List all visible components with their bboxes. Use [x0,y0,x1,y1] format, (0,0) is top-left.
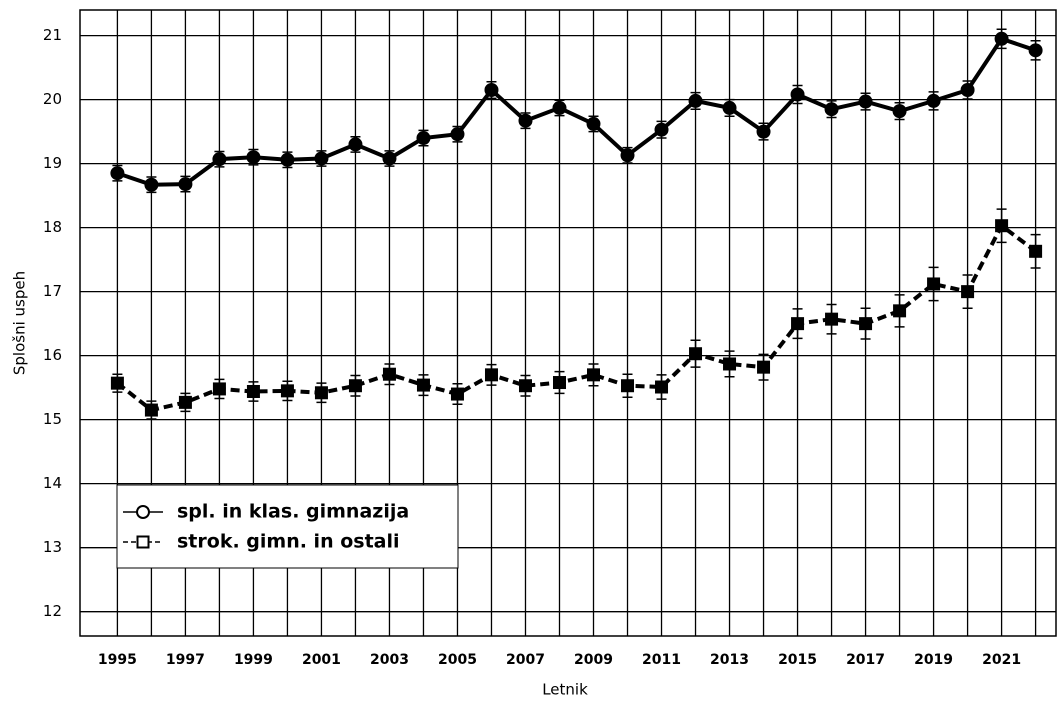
data-point [484,83,499,98]
y-tick-label: 15 [43,410,62,428]
data-point [280,152,295,167]
x-tick-label: 2009 [574,652,613,668]
y-tick-label: 19 [43,154,62,172]
data-point [825,312,839,326]
x-tick-label: 1995 [98,652,137,668]
data-point [416,378,430,392]
data-point [926,93,941,108]
data-point [314,151,329,166]
data-point [757,360,771,374]
data-point [790,87,805,102]
y-axis-title: Splošni uspeh [11,271,29,375]
series-line [116,36,1037,187]
data-point [178,177,193,192]
x-tick-label: 2017 [846,652,885,668]
y-tick-label: 12 [43,602,62,620]
legend-box [116,484,459,569]
data-point [246,150,261,165]
data-point [314,386,328,400]
data-point [110,376,124,390]
y-tick-label: 17 [43,282,62,300]
data-point [552,376,566,390]
data-point [144,403,158,417]
x-tick-label: 2001 [302,652,341,668]
data-point [450,127,465,142]
data-point [1028,43,1043,58]
data-point [655,380,669,394]
y-tick-label: 14 [43,474,62,492]
series-line [116,222,1037,413]
data-point [246,384,260,398]
data-point [688,93,703,108]
x-axis-title: Letnik [542,681,588,699]
data-point [552,100,567,115]
data-point [689,347,703,361]
y-tick-label: 18 [43,218,62,236]
x-tick-label: 1997 [166,652,205,668]
data-point [1029,244,1043,258]
data-point [994,31,1009,46]
data-point [587,368,601,382]
data-point [927,277,941,291]
x-tick-label: 2021 [982,652,1021,668]
legend-marker [136,535,150,549]
data-point [144,177,159,192]
data-point [961,285,975,299]
data-point [280,384,294,398]
data-point [484,368,498,382]
data-point [178,395,192,409]
data-point [995,219,1009,233]
y-tick-label: 20 [43,90,62,108]
y-tick-label: 16 [43,346,62,364]
x-tick-label: 2019 [914,652,953,668]
x-tick-label: 1999 [234,652,273,668]
data-point [723,357,737,371]
legend-marker [136,505,150,519]
data-point [348,137,363,152]
legend: spl. in klas. gimnazija strok. gimn. in o… [116,484,459,569]
data-point [416,131,431,146]
plot-frame [79,9,1057,637]
legend-label: spl. in klas. gimnazija [177,501,409,523]
data-point [450,387,464,401]
data-point [620,148,635,163]
data-point [859,317,873,331]
legend-label: strok. gimn. in ostali [177,531,400,553]
data-point [348,379,362,393]
series [110,28,1043,194]
data-point [960,83,975,98]
x-tick-label: 2003 [370,652,409,668]
data-point [858,94,873,109]
data-point [518,113,533,128]
data-point [893,304,907,318]
x-tick-label: 2005 [438,652,477,668]
data-point [791,317,805,331]
x-tick-label: 2013 [710,652,749,668]
series [110,208,1043,420]
x-tick-label: 2007 [506,652,545,668]
data-point [212,382,226,396]
data-point [654,122,669,137]
data-point [621,379,635,393]
data-point [824,102,839,117]
data-point [382,367,396,381]
data-point [110,166,125,181]
y-tick-label: 21 [43,26,62,44]
data-point [518,379,532,393]
data-point [722,100,737,115]
data-point [586,116,601,131]
data-point [212,152,227,167]
y-tick-label: 13 [43,538,62,556]
x-tick-label: 2015 [778,652,817,668]
data-point [892,104,907,119]
data-point [382,151,397,166]
data-point [756,124,771,139]
x-tick-label: 2011 [642,652,681,668]
